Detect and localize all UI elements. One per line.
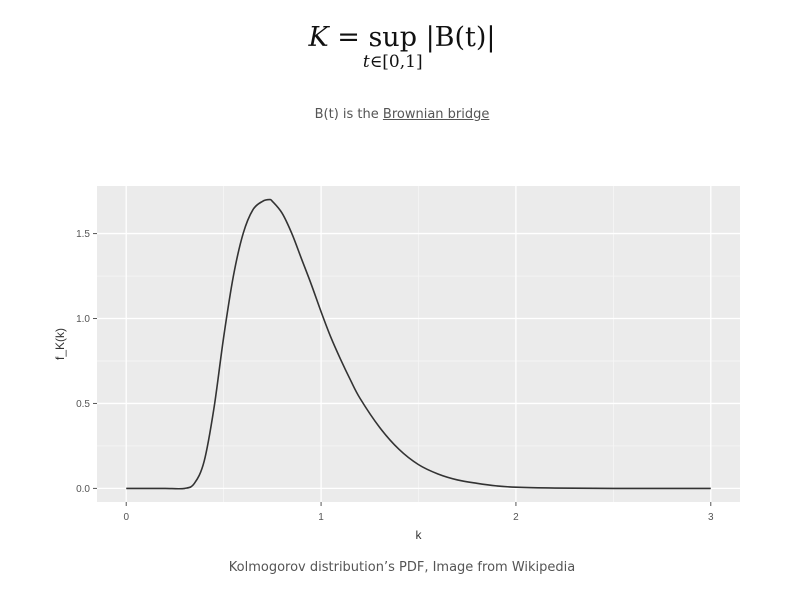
pdf-curve [126,198,711,490]
y-tick-label: 0.0 [76,484,90,495]
formula-line: K = sup t∈[0,1] |B(t)| [308,22,496,72]
brownian-bridge-link[interactable]: Brownian bridge [382,107,490,122]
x-tick-label: 3 [708,512,714,523]
y-axis-label: f_K(k) [53,328,67,360]
y-tick-label: 0.5 [76,399,90,410]
formula-rhs: |B(t)| [425,22,496,53]
formula-subscript: t∈[0,1] [363,52,423,72]
y-tick-label: 1.0 [76,314,90,325]
formula-subscript-rest: ∈[0,1] [369,52,423,72]
formula-sup: sup t∈[0,1] [363,22,423,72]
formula-subscript-var: t [362,52,370,72]
y-tick-label: 1.5 [76,229,90,240]
formula-equals: = [337,22,360,53]
formula-operator: sup [368,22,417,53]
brownian-note: B(t) is the Brownian bridge [0,107,804,122]
x-axis-label: k [416,528,423,542]
formula: K = sup t∈[0,1] |B(t)| [0,22,804,72]
note-prefix: B(t) is the [314,107,383,122]
x-tick-label: 0 [123,512,129,523]
figure-caption: Kolmogorov distribution’s PDF, Image fro… [228,560,576,575]
x-tick-label: 1 [318,512,324,523]
x-tick-label: 2 [513,512,519,523]
formula-lhs: K [308,22,329,53]
kolmogorov-pdf-chart: 0 1 2 3 0.0 0.5 1.0 1.5 k f_K(k) [53,186,740,542]
